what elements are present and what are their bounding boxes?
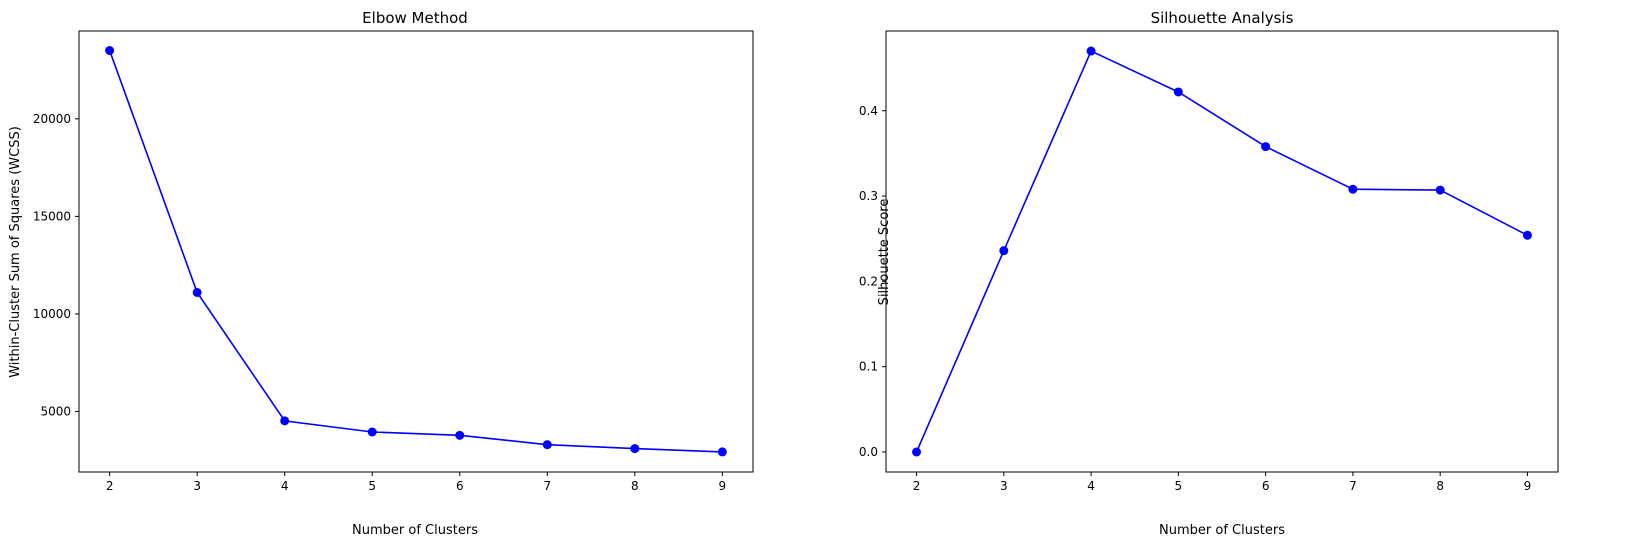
silhouette-data-point	[1173, 87, 1183, 97]
silhouette-plot-area: 2 3 4 5 6 7 8 9 0.0 0.1 0.2 0.3 0.4	[859, 30, 1559, 493]
elbow-data-point	[192, 287, 202, 297]
silhouette-data-point	[1086, 46, 1096, 56]
silhouette-x-tick-label: 9	[1524, 479, 1532, 493]
silhouette-data-point	[912, 447, 922, 457]
elbow-data-point	[455, 430, 465, 440]
silhouette-y-tick-label: 0.0	[859, 445, 878, 459]
silhouette-chart: Silhouette Analysis 2 3 4 5 6 7 8 9 0.0 0.1 0.2 0.3…	[859, 9, 1559, 538]
silhouette-axes-frame	[885, 30, 1559, 473]
silhouette-y-axis-label: Silhouette Score	[877, 199, 892, 306]
elbow-data-point	[280, 416, 290, 426]
silhouette-x-tick-label: 7	[1349, 479, 1357, 493]
elbow-x-tick-label: 6	[456, 479, 464, 493]
elbow-x-tick-label: 9	[719, 479, 727, 493]
silhouette-x-tick-label: 2	[913, 479, 921, 493]
silhouette-data-point	[999, 246, 1009, 256]
elbow-axes-frame	[78, 30, 754, 473]
elbow-data-point	[367, 427, 377, 437]
silhouette-y-tick-label: 0.3	[859, 189, 878, 203]
elbow-chart: Elbow Method 2 3 4 5 6 7 8 9 5000 10000 15000 20000…	[8, 9, 754, 538]
elbow-data-point	[542, 440, 552, 450]
elbow-data-point	[717, 447, 727, 457]
elbow-plot-area: 2 3 4 5 6 7 8 9 5000 10000 15000 20000	[33, 30, 754, 493]
silhouette-data-point	[1522, 230, 1532, 240]
silhouette-x-tick-label: 3	[1000, 479, 1008, 493]
elbow-data-point	[630, 444, 640, 454]
elbow-y-tick-label: 5000	[40, 405, 71, 419]
elbow-x-tick-label: 4	[281, 479, 289, 493]
silhouette-series-line	[915, 49, 1528, 453]
silhouette-x-tick-label: 4	[1087, 479, 1095, 493]
silhouette-chart-title: Silhouette Analysis	[1151, 9, 1294, 27]
silhouette-y-tick-label: 0.2	[859, 274, 878, 288]
silhouette-x-tick-label: 8	[1436, 479, 1444, 493]
silhouette-x-axis-label: Number of Clusters	[1159, 523, 1285, 538]
elbow-y-axis-label: Within-Cluster Sum of Squares (WCSS)	[8, 126, 23, 378]
elbow-x-axis-label: Number of Clusters	[352, 523, 478, 538]
silhouette-x-tick-label: 5	[1175, 479, 1183, 493]
elbow-data-point	[105, 46, 115, 56]
silhouette-data-point	[1261, 142, 1271, 152]
elbow-x-tick-label: 3	[193, 479, 201, 493]
elbow-series-line	[108, 50, 723, 453]
silhouette-data-point	[1348, 184, 1358, 194]
silhouette-y-tick-label: 0.4	[859, 104, 878, 118]
elbow-chart-title: Elbow Method	[362, 9, 468, 27]
elbow-x-tick-label: 5	[368, 479, 376, 493]
elbow-x-tick-label: 2	[106, 479, 114, 493]
elbow-x-tick-label: 7	[543, 479, 551, 493]
silhouette-data-point	[1435, 185, 1445, 195]
elbow-x-tick-label: 8	[631, 479, 639, 493]
silhouette-y-tick-label: 0.1	[859, 360, 878, 374]
elbow-y-tick-label: 10000	[33, 307, 71, 321]
elbow-y-tick-label: 20000	[33, 112, 71, 126]
elbow-y-tick-label: 15000	[33, 209, 71, 223]
silhouette-x-tick-label: 6	[1262, 479, 1270, 493]
